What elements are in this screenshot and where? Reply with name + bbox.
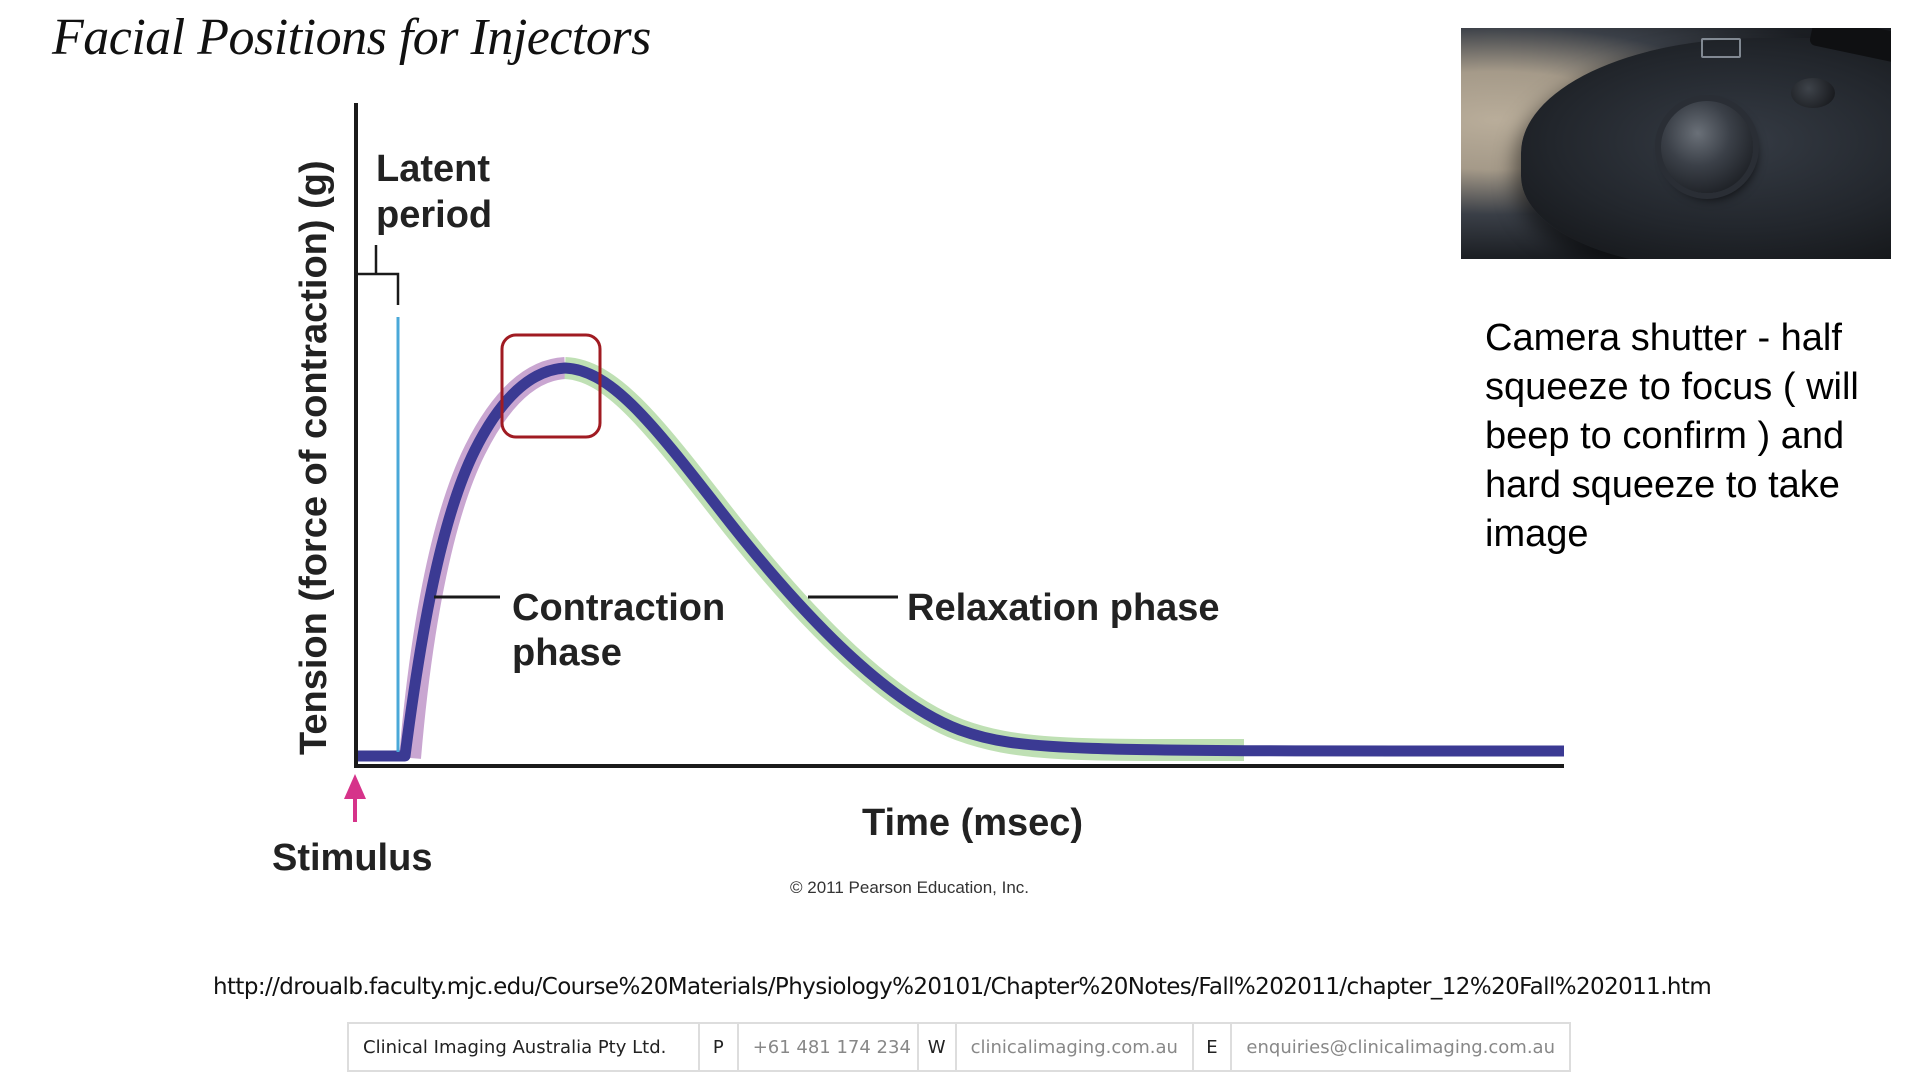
contact-footer: Clinical Imaging Australia Pty Ltd. P +6…	[347, 1022, 1571, 1072]
footer-email-key: E	[1194, 1024, 1233, 1070]
peak-highlight-box	[500, 333, 602, 439]
contraction-label-line2: phase	[512, 632, 622, 674]
latent-bracket	[356, 245, 400, 305]
relaxation-label: Relaxation phase	[907, 587, 1220, 629]
latent-label-line1: Latent	[376, 148, 490, 190]
camera-mode-icon	[1701, 38, 1741, 58]
footer-web-link[interactable]: clinicalimaging.com.au	[957, 1024, 1194, 1070]
x-axis-label: Time (msec)	[862, 802, 1083, 844]
latent-label-line2: period	[376, 194, 492, 236]
photo-caption: Camera shutter - half squeeze to focus (…	[1485, 317, 1859, 555]
camera-shutter-photo	[1461, 28, 1891, 259]
footer-phone-key: P	[700, 1024, 739, 1070]
footer-web-key: W	[919, 1024, 957, 1070]
y-axis-label: Tension (force of contraction) (g)	[293, 160, 335, 755]
shutter-button-icon	[1661, 101, 1753, 193]
tension-curve	[355, 362, 1565, 762]
slide-title: Facial Positions for Injectors	[52, 9, 651, 66]
footer-phone[interactable]: +61 481 174 234	[739, 1024, 919, 1070]
footer-email-link[interactable]: enquiries@clinicalimaging.com.au	[1246, 1036, 1555, 1058]
stimulus-arrow-icon	[344, 774, 366, 822]
relaxation-band	[563, 357, 1245, 762]
chart-copyright: © 2011 Pearson Education, Inc.	[790, 878, 1030, 897]
stimulus-label: Stimulus	[272, 837, 432, 879]
contraction-label-line1: Contraction	[512, 587, 725, 629]
footer-company: Clinical Imaging Australia Pty Ltd.	[349, 1024, 700, 1070]
camera-small-button	[1791, 78, 1835, 108]
source-url-link[interactable]: http://droualb.faculty.mjc.edu/Course%20…	[213, 974, 1712, 1000]
